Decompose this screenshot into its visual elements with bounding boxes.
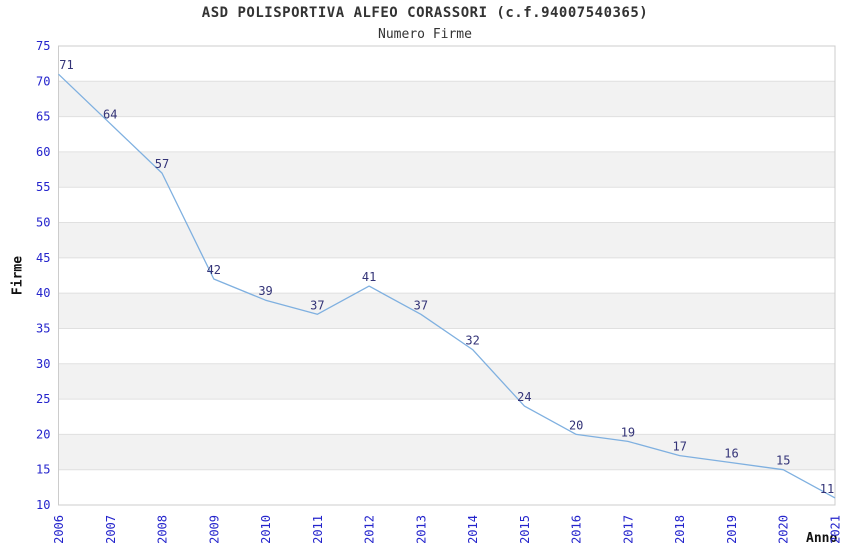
data-point-label: 15 — [776, 454, 790, 468]
x-tick-label: 2012 — [363, 515, 377, 544]
y-tick-label: 35 — [36, 321, 50, 335]
x-tick-label: 2013 — [414, 515, 428, 544]
plot-band — [58, 81, 835, 117]
data-point-label: 11 — [820, 482, 834, 496]
x-tick-label: 2015 — [518, 515, 532, 544]
data-point-label: 37 — [414, 298, 428, 312]
y-tick-label: 20 — [36, 427, 50, 441]
plot-band — [58, 151, 835, 188]
x-tick-label: 2020 — [777, 515, 791, 544]
x-tick-label: 2019 — [725, 515, 739, 544]
plot-band — [58, 222, 835, 258]
data-point-label: 42 — [207, 263, 221, 277]
data-point-label: 41 — [362, 270, 376, 284]
x-tick-label: 2021 — [829, 515, 843, 544]
x-tick-label: 2014 — [466, 515, 480, 544]
data-point-label: 37 — [310, 298, 324, 312]
y-tick-label: 65 — [36, 110, 50, 124]
chart-title: ASD POLISPORTIVA ALFEO CORASSORI (c.f.94… — [201, 5, 649, 21]
data-point-label: 16 — [724, 447, 738, 461]
y-tick-label: 50 — [36, 216, 50, 230]
x-tick-label: 2008 — [156, 515, 170, 544]
y-tick-label: 70 — [36, 74, 50, 88]
data-point-label: 32 — [465, 334, 479, 348]
data-point-label: 19 — [621, 425, 635, 439]
x-tick-label: 2010 — [259, 515, 273, 544]
y-tick-label: 15 — [36, 463, 50, 477]
data-point-label: 57 — [155, 157, 169, 171]
x-tick-label: 2018 — [673, 515, 687, 544]
y-tick-label: 55 — [36, 180, 50, 194]
plot-band — [58, 434, 835, 470]
data-point-label: 71 — [59, 58, 73, 72]
x-tick-label: 2006 — [52, 515, 66, 544]
data-line-numero-firme — [58, 73, 836, 499]
y-tick-label: 60 — [36, 145, 50, 159]
y-tick-label: 10 — [36, 498, 50, 512]
plot-band — [58, 363, 835, 400]
x-tick-label: 2017 — [621, 515, 635, 544]
plot-band — [58, 293, 835, 329]
data-point-label: 17 — [672, 440, 686, 454]
plot-border — [58, 45, 836, 506]
y-tick-label: 25 — [36, 392, 50, 406]
x-tick-label: 2007 — [104, 515, 118, 544]
y-tick-label: 30 — [36, 357, 50, 371]
data-point-label: 20 — [569, 418, 583, 432]
x-tick-label: 2011 — [311, 515, 325, 544]
x-tick-label: 2009 — [207, 515, 221, 544]
y-tick-label: 40 — [36, 286, 50, 300]
data-point-label: 39 — [258, 284, 272, 298]
y-tick-label: 75 — [36, 39, 50, 53]
y-tick-label: 45 — [36, 251, 50, 265]
chart-subtitle: Numero Firme — [378, 27, 472, 42]
x-tick-label: 2016 — [570, 515, 584, 544]
data-point-label: 24 — [517, 390, 531, 404]
data-point-label: 64 — [103, 108, 117, 122]
x-axis-title: Anno — [806, 531, 838, 546]
